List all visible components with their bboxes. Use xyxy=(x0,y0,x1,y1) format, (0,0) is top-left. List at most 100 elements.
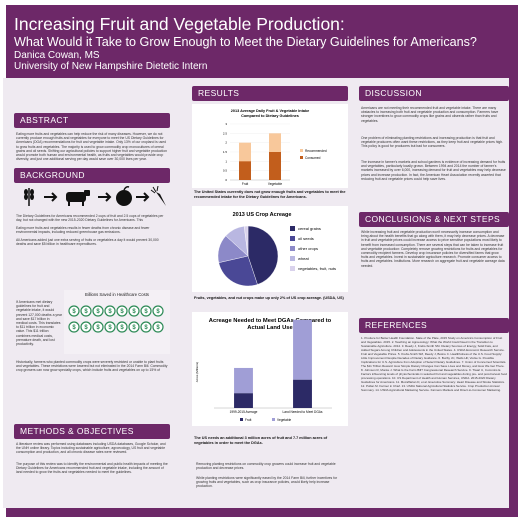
x-tick-label: Land Needed to Meet DGAs xyxy=(282,410,322,414)
section-discussion-heading: DISCUSSION xyxy=(359,86,509,101)
discussion-paragraph: Americans are not meeting their recommen… xyxy=(361,106,499,123)
dollar-icon-glyph: $ xyxy=(144,309,148,315)
land-chart-title: Acreage Needed to Meet DGAs Compared to xyxy=(209,318,332,324)
legend-swatch xyxy=(290,256,295,261)
dollar-icon-glyph: $ xyxy=(156,309,160,315)
dollar-icon xyxy=(128,305,140,317)
dollar-icon xyxy=(140,305,152,317)
legend-swatch xyxy=(290,246,295,251)
results-bullet: Removing planting restrictions on commod… xyxy=(196,462,336,471)
pie-slice xyxy=(243,225,249,257)
dollar-icon-glyph: $ xyxy=(120,325,124,331)
bar-consumed xyxy=(239,161,251,180)
x-tick-label: 1999-2015 Average xyxy=(230,410,258,414)
dollar-icon-glyph: $ xyxy=(84,325,88,331)
dollar-icon-glyph: $ xyxy=(96,309,100,315)
legend-swatch xyxy=(300,156,303,159)
intake-chart-title: 2013 Average Daily Fruit & Vegetable Int… xyxy=(231,109,309,113)
abstract-text: Eating more fruits and vegetables can he… xyxy=(16,132,167,162)
results-bullet: While planting restrictions were signifi… xyxy=(196,476,338,489)
methods-bullet: The purpose of this review was to identi… xyxy=(16,462,168,475)
dollar-icon-glyph: $ xyxy=(156,325,160,331)
arrow-icon xyxy=(44,192,58,202)
dollar-icon xyxy=(92,321,104,333)
section-background-heading: BACKGROUND xyxy=(14,168,170,183)
savings-title: Billions Saved in Healthcare Costs xyxy=(84,292,149,297)
background-bullet: All Americans added just one extra servi… xyxy=(16,238,159,246)
y-tick-label: 1 xyxy=(225,159,227,163)
section-conclusions-heading: CONCLUSIONS & NEXT STEPS xyxy=(359,212,509,227)
dollar-icon xyxy=(140,321,152,333)
policy-bullet: Historically, farmers who planted commod… xyxy=(16,360,168,374)
dollar-icon xyxy=(68,321,80,333)
dollar-icon xyxy=(104,305,116,317)
land-needed-caption: The US needs an additional 3 million acr… xyxy=(194,436,328,445)
bar-consumed xyxy=(269,152,281,180)
dollar-icon-glyph: $ xyxy=(84,309,88,315)
wheat-icon xyxy=(24,188,34,206)
y-tick-label: 0 xyxy=(225,178,227,182)
legend-swatch xyxy=(290,226,295,231)
bar-fruit xyxy=(234,393,253,408)
x-tick-label: Fruit xyxy=(242,182,248,186)
dollar-icon xyxy=(116,305,128,317)
pie-slice xyxy=(218,255,258,287)
land-chart-title-line2: Actual Land Use xyxy=(247,325,293,331)
intake-chart-svg: 2013 Average Daily Fruit & Vegetable Int… xyxy=(223,109,327,186)
legend-swatch xyxy=(272,418,275,421)
dollar-icon-glyph: $ xyxy=(108,325,112,331)
intake-chart-title-line2: Compared to Dietary Guidelines xyxy=(241,114,299,118)
y-tick-label: 2 xyxy=(225,141,227,145)
savings-graphic: Billions Saved in Healthcare Costs $ $ $ $ $… xyxy=(64,290,170,354)
dollar-icon xyxy=(128,321,140,333)
background-bullet: Eating more fruits and vegetables result… xyxy=(16,226,150,234)
pie-slice xyxy=(247,225,279,285)
food-icons-row xyxy=(24,186,166,206)
dollar-icons-grid: $ $ $ $ $ $ $ $ $ $ $ $ $ $ $ $ xyxy=(68,305,164,333)
cow-icon xyxy=(66,190,90,206)
pie-title: 2013 US Crop Acreage xyxy=(233,212,292,218)
dollar-icon xyxy=(152,305,164,317)
dollar-icon xyxy=(92,305,104,317)
legend-label: Vegetable xyxy=(277,418,291,422)
legend-label: Consumed xyxy=(305,156,321,160)
legend-swatch xyxy=(300,149,303,152)
y-axis-label: Acres (Millions) xyxy=(195,362,199,383)
author-affiliation: University of New Hampshire Dietetic Int… xyxy=(14,61,208,72)
arrow-icon xyxy=(136,192,150,202)
acreage-pie-caption: Fruits, vegetables, and nut crops make u… xyxy=(194,296,344,300)
dollar-icon xyxy=(80,305,92,317)
legend-label: Fruit xyxy=(245,418,251,422)
section-results-heading: RESULTS xyxy=(192,86,348,101)
background-bullet: The Dietary Guidelines for Americans rec… xyxy=(16,214,164,222)
apple-icon xyxy=(116,186,132,206)
y-tick-label: 3 xyxy=(225,122,227,126)
y-tick-label: 0.5 xyxy=(223,169,228,173)
arrow-icon xyxy=(98,192,112,202)
land-needed-svg: Acreage Needed to Meet DGAs Compared toA… xyxy=(195,318,332,422)
section-references-heading: REFERENCES xyxy=(359,318,509,333)
dollar-icon-glyph: $ xyxy=(144,325,148,331)
section-abstract-heading: ABSTRACT xyxy=(14,113,170,128)
conclusions-text: While increasing fruit and vegetable pro… xyxy=(361,230,505,268)
land-needed-chart: Acreage Needed to Meet DGAs Compared to A… xyxy=(192,312,348,426)
dollar-icon-glyph: $ xyxy=(96,325,100,331)
poster-subtitle: What Would it Take to Grow Enough to Mee… xyxy=(14,35,477,49)
section-methods-heading: METHODS & OBJECTIVES xyxy=(14,424,170,439)
legend-label: wheat xyxy=(298,256,310,261)
dollar-icon-glyph: $ xyxy=(108,309,112,315)
dollar-icon xyxy=(80,321,92,333)
dollar-icon xyxy=(104,321,116,333)
dollar-icon-glyph: $ xyxy=(132,325,136,331)
legend-label: other crops xyxy=(298,246,318,251)
bar-vegetable xyxy=(234,367,253,394)
legend-swatch xyxy=(290,266,295,271)
discussion-paragraph: The increase in farmer's markets and sch… xyxy=(361,160,506,181)
intake-chart: 2013 Average Daily Fruit & Vegetable Int… xyxy=(192,104,348,188)
bar-fruit xyxy=(293,379,312,408)
y-tick-label: 2.5 xyxy=(223,131,228,135)
legend-swatch xyxy=(290,236,295,241)
discussion-paragraph: One problem of eliminating planting rest… xyxy=(361,136,504,149)
dollar-icon-glyph: $ xyxy=(72,325,76,331)
dollar-icon xyxy=(68,305,80,317)
